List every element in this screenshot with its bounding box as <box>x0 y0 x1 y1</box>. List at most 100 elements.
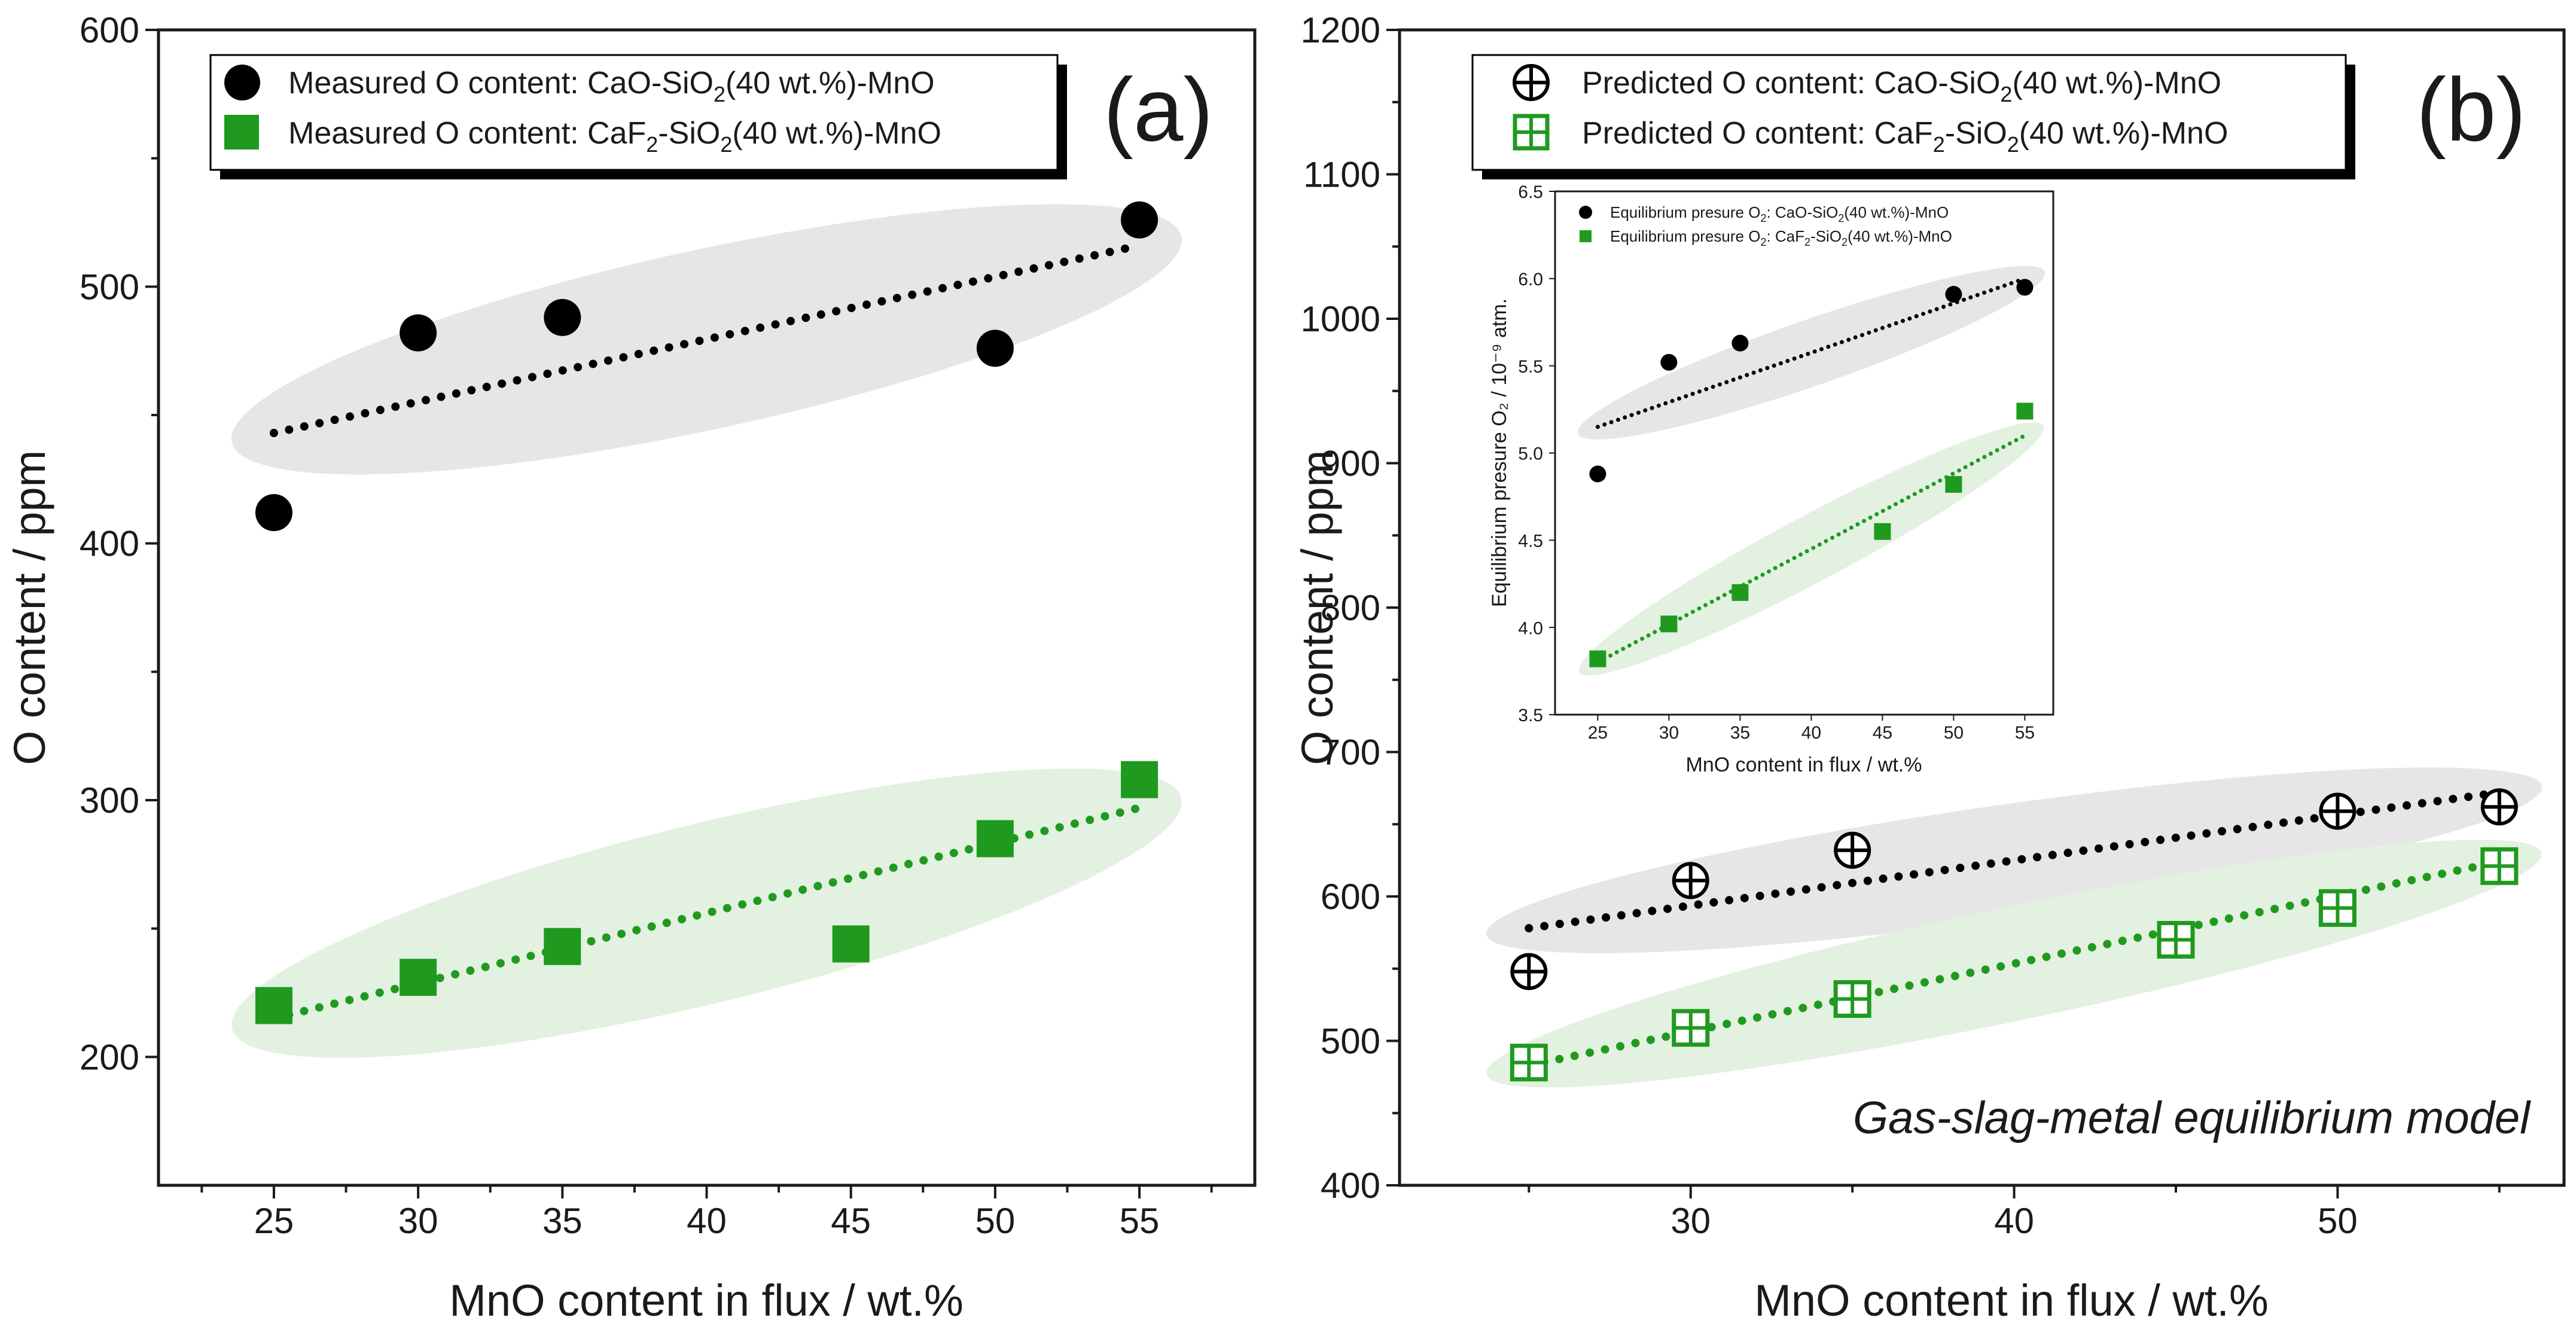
b-y-tick-label-900: 900 <box>1321 444 1380 484</box>
panel-a-shaded-bands <box>231 204 1182 1058</box>
panel-a-legend-marker-circle <box>224 65 260 100</box>
b-series-1-point-35 <box>1833 980 1871 1018</box>
inset-series-1-point-35 <box>1731 584 1749 601</box>
panel-a-legend-box <box>209 54 1059 171</box>
panel-a-legend: Measured O content: CaO-SiO2(40 wt.%)-Mn… <box>209 54 1067 179</box>
b-y-tick-label-500: 500 <box>1321 1021 1380 1062</box>
panel-b-legend: Predicted O content: CaO-SiO2(40 wt.%)-M… <box>1471 54 2355 179</box>
a-series-1-point-25 <box>255 987 292 1024</box>
inset-series-0-point-55 <box>2016 279 2034 296</box>
a-y-tick-label-200: 200 <box>80 1037 139 1077</box>
inset-y-tick-label-4: 4.0 <box>1518 618 1543 638</box>
panel-b-legend-box <box>1471 54 2347 171</box>
b-y-tick-label-1200: 1200 <box>1301 10 1380 50</box>
panel-b-legend-marker-square-plus <box>1513 114 1550 151</box>
b-band-0 <box>1486 767 2543 953</box>
a-x-tick-label-55: 55 <box>1120 1201 1160 1241</box>
b-series-0-point-50 <box>2319 792 2356 830</box>
inset-x-tick-label-45: 45 <box>1873 723 1892 743</box>
inset-y-axis-label: Equilibrium presure O₂ / 10⁻⁹ atm. <box>1488 298 1511 607</box>
panel-b-model-annotation: Gas-slag-metal equilibrium model <box>1853 1093 2531 1143</box>
panel-a-legend-entry-2: Measured O content: CaF2-SiO2(40 wt.%)-M… <box>288 116 941 157</box>
inset-legend-marker-square <box>1580 230 1592 242</box>
a-x-tick-label-45: 45 <box>831 1201 871 1241</box>
inset-data-points <box>1589 279 2034 667</box>
panel-a-legend-marker-square <box>224 115 259 150</box>
panel-b-shaded-bands <box>1486 767 2543 1088</box>
panel-a-y-axis-label: O content / ppm <box>5 450 54 765</box>
inset-chart: 25 30 35 40 45 50 55 3.5 4.0 4.5 5.0 5.5 6.0 6.5 MnO … <box>1488 182 2054 776</box>
panel-b-data-points <box>1510 788 2519 1082</box>
b-series-1-point-55 <box>2480 847 2519 885</box>
inset-x-tick-label-50: 50 <box>1944 723 1964 743</box>
panel-b-legend-entry-1: Predicted O content: CaO-SiO2(40 wt.%)-M… <box>1582 66 2221 106</box>
b-x-tick-label-30: 30 <box>1670 1201 1711 1241</box>
inset-series-0-point-50 <box>1945 286 1962 303</box>
inset-y-tick-label-4.5: 4.5 <box>1518 532 1543 551</box>
panel-a-legend-entry-1: Measured O content: CaO-SiO2(40 wt.%)-Mn… <box>288 66 935 106</box>
a-series-0-point-25 <box>255 494 292 532</box>
panel-b-legend-entry-2: Predicted O content: CaF2-SiO2(40 wt.%)-… <box>1582 116 2228 157</box>
inset-x-axis-label: MnO content in flux / wt.% <box>1686 754 1922 776</box>
inset-band-0 <box>1577 266 2045 440</box>
a-series-1-point-45 <box>832 925 870 963</box>
a-series-0-point-55 <box>1121 201 1159 239</box>
a-x-tick-label-30: 30 <box>398 1201 438 1241</box>
b-y-tick-label-800: 800 <box>1321 588 1380 628</box>
b-y-tick-label-1100: 1100 <box>1303 155 1380 195</box>
a-x-tick-label-50: 50 <box>975 1201 1015 1241</box>
inset-legend-marker-circle <box>1579 206 1592 219</box>
inset-x-tick-label-35: 35 <box>1730 723 1750 743</box>
b-x-tick-label-40: 40 <box>1994 1201 2034 1241</box>
inset-shaded-bands <box>1577 266 2045 676</box>
inset-y-tick-label-6: 6.0 <box>1518 270 1543 289</box>
inset-y-tick-label-3.5: 3.5 <box>1518 706 1543 725</box>
a-y-tick-label-500: 500 <box>80 267 139 307</box>
a-series-1-point-55 <box>1121 761 1159 798</box>
a-y-tick-label-300: 300 <box>80 780 139 821</box>
b-series-0-point-55 <box>2480 788 2518 826</box>
b-series-1-point-30 <box>1672 1009 1710 1047</box>
inset-y-tick-label-5: 5.0 <box>1518 444 1543 464</box>
inset-series-1-point-25 <box>1589 650 1606 667</box>
a-series-0-point-35 <box>544 298 581 336</box>
inset-x-tick-label-40: 40 <box>1801 723 1821 743</box>
panel-b-y-axis-label: O content / ppm <box>1292 450 1342 765</box>
b-y-tick-label-400: 400 <box>1321 1166 1380 1206</box>
inset-legend-entry-2: Equilibrium presure O2: CaF2-SiO2(40 wt.… <box>1610 227 1952 248</box>
inset-x-tick-label-25: 25 <box>1588 723 1608 743</box>
inset-series-1-point-55 <box>2016 402 2034 420</box>
inset-series-0-point-25 <box>1589 465 1606 483</box>
a-series-1-point-30 <box>400 959 437 996</box>
inset-y-tick-label-6.5: 6.5 <box>1518 182 1543 202</box>
inset-band-1 <box>1578 422 2044 676</box>
a-y-tick-label-400: 400 <box>80 524 139 564</box>
b-y-tick-label-700: 700 <box>1321 733 1380 773</box>
b-series-0-point-30 <box>1672 862 1709 899</box>
a-x-tick-label-35: 35 <box>542 1201 583 1241</box>
panel-b-ticks: 30 40 50 400 500 600 700 800 900 1000 1100 1200 <box>1301 10 2501 1241</box>
b-y-tick-label-1000: 1000 <box>1301 299 1380 339</box>
inset-legend: Equilibrium presure O2: CaO-SiO2(40 wt.%… <box>1579 203 1952 248</box>
panel-a-ticks: 25 30 35 40 45 50 55 200 300 400 500 600 <box>80 10 1213 1241</box>
inset-y-tick-label-5.5: 5.5 <box>1518 357 1543 377</box>
panel-a-label: (a) <box>1103 59 1213 160</box>
b-series-0-point-35 <box>1834 831 1871 869</box>
inset-x-tick-label-30: 30 <box>1659 723 1679 743</box>
b-series-1-point-25 <box>1510 1044 1548 1082</box>
panel-b-label: (b) <box>2416 59 2526 160</box>
a-x-tick-label-25: 25 <box>254 1201 294 1241</box>
panel-b-x-axis-label: MnO content in flux / wt.% <box>1754 1276 2269 1325</box>
panel-a-x-axis-label: MnO content in flux / wt.% <box>449 1276 964 1325</box>
a-band-1 <box>231 768 1182 1058</box>
panel-b-chart: 30 40 50 400 500 600 700 800 900 1000 1100 1200 MnO… <box>1292 10 2566 1325</box>
b-x-tick-label-50: 50 <box>2318 1201 2358 1241</box>
b-series-0-point-25 <box>1510 953 1548 990</box>
panel-b-legend-marker-circle-plus <box>1513 64 1550 101</box>
inset-series-0-point-30 <box>1660 353 1678 371</box>
inset-series-1-point-45 <box>1874 523 1891 540</box>
inset-series-1-point-50 <box>1945 476 1962 493</box>
inset-ticks: 25 30 35 40 45 50 55 3.5 4.0 4.5 5.0 5.5 6.0 6.5 <box>1518 182 2035 743</box>
inset-legend-entry-1: Equilibrium presure O2: CaO-SiO2(40 wt.%… <box>1610 203 1949 224</box>
